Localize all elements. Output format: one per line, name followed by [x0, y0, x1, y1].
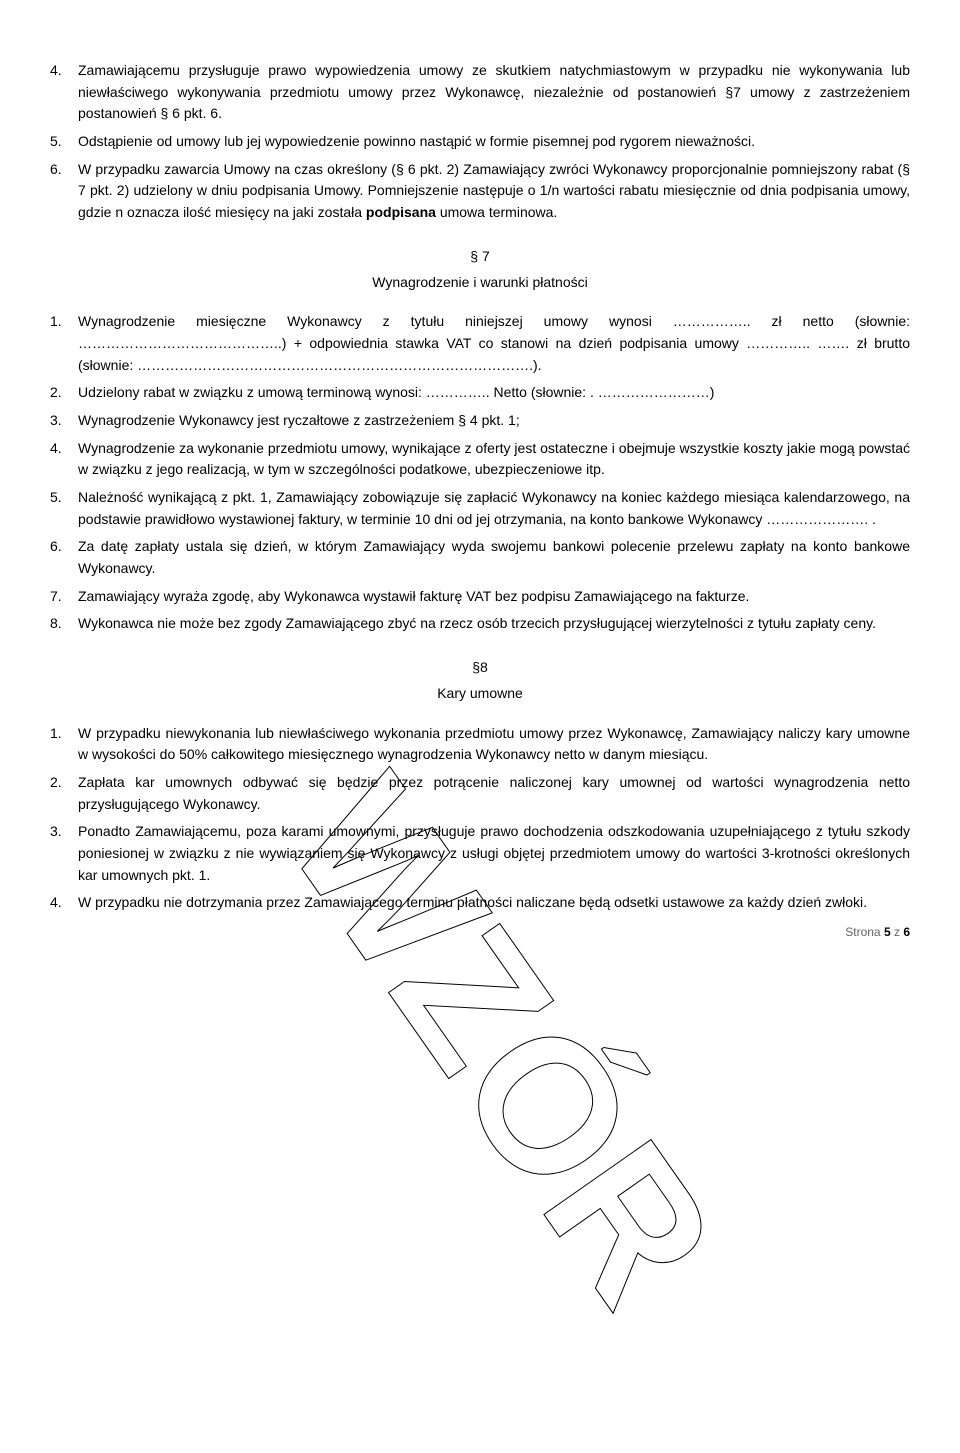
list-body: Wykonawca nie może bez zgody Zamawiające…: [78, 613, 910, 635]
list-number: 5.: [50, 487, 78, 530]
list-number: 6.: [50, 536, 78, 579]
list-body: Zamawiający wyraża zgodę, aby Wykonawca …: [78, 586, 910, 608]
footer-label: Strona: [845, 925, 884, 939]
list-number: 8.: [50, 613, 78, 635]
list-number: 4.: [50, 892, 78, 914]
list-body: Udzielony rabat w związku z umową termin…: [78, 382, 910, 404]
s8-item-1: 1. W przypadku niewykonania lub niewłaśc…: [50, 723, 910, 766]
s7-item-8: 8. Wykonawca nie może bez zgody Zamawiaj…: [50, 613, 910, 635]
s7-item-3: 3. Wynagrodzenie Wykonawcy jest ryczałto…: [50, 410, 910, 432]
section-8-number: §8: [50, 657, 910, 679]
list-body: W przypadku niewykonania lub niewłaściwe…: [78, 723, 910, 766]
list-body: Za datę zapłaty ustala się dzień, w któr…: [78, 536, 910, 579]
s8-item-3: 3. Ponadto Zamawiającemu, poza karami um…: [50, 821, 910, 886]
list-body: Zamawiającemu przysługuje prawo wypowied…: [78, 60, 910, 125]
list-number: 2.: [50, 382, 78, 404]
page-content: 4. Zamawiającemu przysługuje prawo wypow…: [50, 60, 910, 914]
text-part: umowa terminowa.: [436, 204, 557, 220]
section-8-title: Kary umowne: [50, 683, 910, 705]
p6-item-5: 5. Odstąpienie od umowy lub jej wypowied…: [50, 131, 910, 153]
list-number: 1.: [50, 311, 78, 376]
list-number: 7.: [50, 586, 78, 608]
list-number: 3.: [50, 410, 78, 432]
s7-item-5: 5. Należność wynikającą z pkt. 1, Zamawi…: [50, 487, 910, 530]
list-body: Ponadto Zamawiającemu, poza karami umown…: [78, 821, 910, 886]
list-number: 3.: [50, 821, 78, 886]
list-body: Zapłata kar umownych odbywać się będzie …: [78, 772, 910, 815]
list-body: Wynagrodzenie za wykonanie przedmiotu um…: [78, 438, 910, 481]
footer-of: z: [891, 925, 904, 939]
s7-item-2: 2. Udzielony rabat w związku z umową ter…: [50, 382, 910, 404]
p6-item-6: 6. W przypadku zawarcia Umowy na czas ok…: [50, 159, 910, 224]
list-number: 4.: [50, 60, 78, 125]
list-body: W przypadku zawarcia Umowy na czas okreś…: [78, 159, 910, 224]
list-body: Wynagrodzenie Wykonawcy jest ryczałtowe …: [78, 410, 910, 432]
footer-page: 5: [884, 925, 891, 939]
list-number: 6.: [50, 159, 78, 224]
list-body: W przypadku nie dotrzymania przez Zamawi…: [78, 892, 910, 914]
list-body: Wynagrodzenie miesięczne Wykonawcy z tyt…: [78, 311, 910, 376]
list-number: 1.: [50, 723, 78, 766]
section-7-number: § 7: [50, 246, 910, 268]
list-body: Należność wynikającą z pkt. 1, Zamawiają…: [78, 487, 910, 530]
p6-item-4: 4. Zamawiającemu przysługuje prawo wypow…: [50, 60, 910, 125]
text-bold: podpisana: [366, 204, 436, 220]
list-number: 4.: [50, 438, 78, 481]
list-number: 5.: [50, 131, 78, 153]
list-body: Odstąpienie od umowy lub jej wypowiedzen…: [78, 131, 910, 153]
s7-item-1: 1. Wynagrodzenie miesięczne Wykonawcy z …: [50, 311, 910, 376]
footer-total: 6: [903, 925, 910, 939]
page-footer: Strona 5 z 6: [845, 923, 910, 942]
s7-item-4: 4. Wynagrodzenie za wykonanie przedmiotu…: [50, 438, 910, 481]
list-number: 2.: [50, 772, 78, 815]
s8-item-4: 4. W przypadku nie dotrzymania przez Zam…: [50, 892, 910, 914]
s7-item-7: 7. Zamawiający wyraża zgodę, aby Wykonaw…: [50, 586, 910, 608]
section-7-title: Wynagrodzenie i warunki płatności: [50, 272, 910, 294]
s8-item-2: 2. Zapłata kar umownych odbywać się będz…: [50, 772, 910, 815]
s7-item-6: 6. Za datę zapłaty ustala się dzień, w k…: [50, 536, 910, 579]
